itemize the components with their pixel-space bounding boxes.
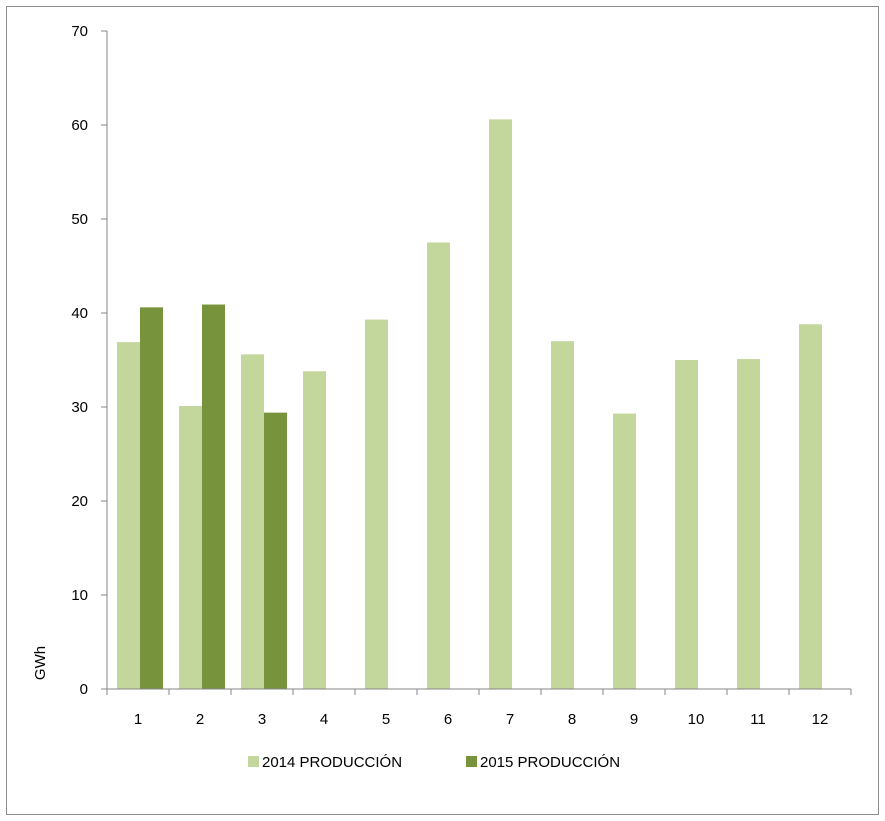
bar-series-2-cat-1 (140, 307, 163, 689)
x-tick-label: 3 (258, 711, 266, 728)
bar-series-2-cat-2 (202, 304, 225, 689)
x-tick-label: 6 (444, 711, 452, 728)
bars-layer (117, 119, 822, 690)
y-tick-label: 70 (71, 23, 88, 40)
bar-series-1-cat-3 (241, 354, 264, 689)
bar-series-1-cat-11 (737, 359, 760, 689)
x-tick-label: 1 (134, 711, 142, 728)
y-tick-label: 20 (71, 493, 88, 510)
y-tick-label: 50 (71, 211, 88, 228)
y-tick-label: 60 (71, 117, 88, 134)
bar-series-1-cat-6 (427, 242, 450, 689)
bar-series-1-cat-5 (365, 319, 388, 689)
legend-label-series-2: 2015 PRODUCCIÓN (480, 754, 620, 771)
x-tick-label: 7 (506, 711, 514, 728)
legend: 2014 PRODUCCIÓN 2015 PRODUCCIÓN (248, 754, 620, 771)
x-tick-label: 4 (320, 711, 328, 728)
y-tick-labels: 0 10 20 30 40 50 60 70 (71, 23, 88, 698)
bar-series-1-cat-7 (489, 119, 512, 690)
y-tick-label: 0 (80, 681, 88, 698)
x-tick-label: 12 (812, 711, 829, 728)
bar-series-1-cat-1 (117, 342, 140, 689)
bar-series-1-cat-10 (675, 360, 698, 689)
bar-series-1-cat-8 (551, 341, 574, 689)
x-tick-label: 10 (688, 711, 705, 728)
bar-series-2-cat-3 (264, 412, 287, 689)
y-axis-title: GWh (32, 646, 49, 680)
x-tick-label: 11 (750, 711, 766, 728)
x-tick-labels: 1 2 3 4 5 6 7 8 9 10 11 12 (134, 711, 829, 728)
bar-series-1-cat-9 (613, 413, 636, 689)
bar-series-1-cat-12 (799, 324, 822, 689)
axes-layer (101, 30, 852, 695)
x-tick-label: 2 (196, 711, 204, 728)
x-tick-label: 5 (382, 711, 390, 728)
y-tick-label: 40 (71, 305, 88, 322)
y-tick-label: 10 (71, 587, 88, 604)
y-tick-label: 30 (71, 399, 88, 416)
x-tick-label: 8 (568, 711, 576, 728)
x-tick-label: 9 (630, 711, 638, 728)
legend-swatch-series-1 (248, 756, 259, 767)
legend-swatch-series-2 (466, 756, 477, 767)
bar-series-1-cat-4 (303, 371, 326, 689)
legend-label-series-1: 2014 PRODUCCIÓN (262, 754, 402, 771)
bar-series-1-cat-2 (179, 406, 202, 689)
